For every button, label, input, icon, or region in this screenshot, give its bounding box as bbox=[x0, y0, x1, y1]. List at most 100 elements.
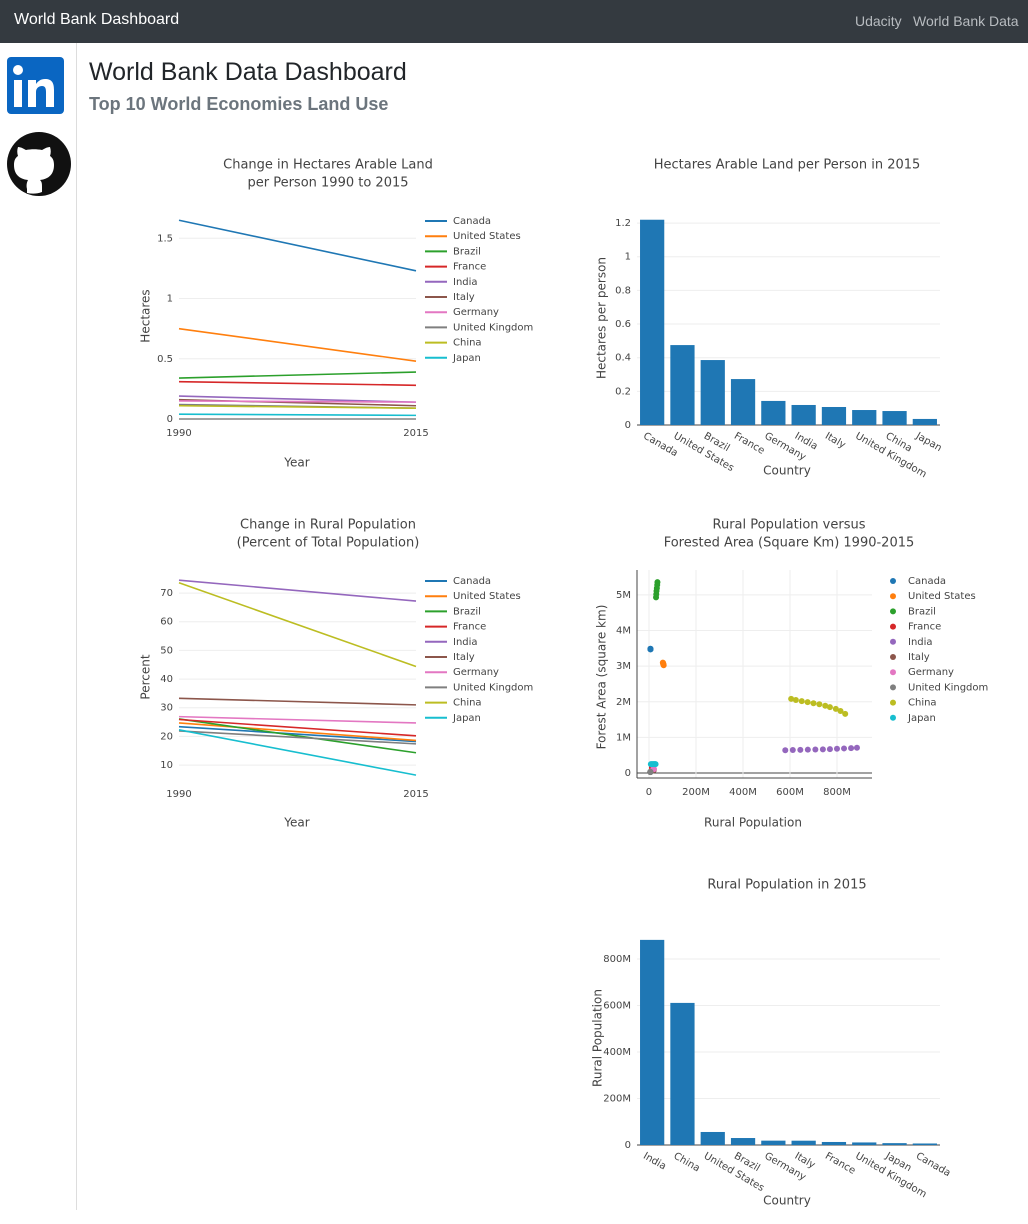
bar bbox=[912, 1143, 937, 1145]
y-axis-label: Hectares per person bbox=[595, 257, 609, 379]
line bbox=[178, 219, 417, 272]
point bbox=[832, 705, 839, 712]
line bbox=[178, 715, 417, 724]
line bbox=[178, 395, 417, 403]
line bbox=[178, 371, 417, 379]
line bbox=[178, 718, 417, 754]
point bbox=[837, 708, 844, 715]
legend-label: Brazil bbox=[908, 606, 936, 617]
legend-label: Canada bbox=[453, 576, 491, 587]
point bbox=[833, 745, 840, 752]
y-tick-label: 2M bbox=[616, 697, 631, 708]
y-tick-label: 40 bbox=[160, 674, 173, 685]
legend-swatch bbox=[890, 699, 896, 706]
bar bbox=[761, 400, 786, 425]
point bbox=[648, 761, 655, 768]
bar bbox=[640, 219, 665, 425]
bar bbox=[791, 1140, 816, 1145]
chart-title: (Percent of Total Population) bbox=[237, 536, 420, 551]
chart-title: Rural Population versus bbox=[713, 518, 866, 533]
y-axis-label: Percent bbox=[139, 654, 153, 699]
point bbox=[647, 768, 654, 775]
point bbox=[649, 764, 656, 771]
nav-link[interactable]: World Bank Data bbox=[913, 13, 1019, 29]
legend-swatch bbox=[890, 608, 896, 615]
legend-label: Germany bbox=[908, 667, 954, 678]
point bbox=[650, 765, 657, 772]
bar bbox=[912, 418, 937, 425]
x-tick-label: United Kingdom bbox=[853, 1151, 928, 1201]
x-tick-label: Italy bbox=[793, 1151, 817, 1171]
legend-label: Japan bbox=[452, 353, 481, 364]
y-tick-label: 30 bbox=[160, 703, 173, 714]
y-tick-label: 5M bbox=[616, 590, 631, 601]
x-axis-label: Country bbox=[763, 1194, 811, 1208]
chart-title: Change in Rural Population bbox=[240, 518, 416, 533]
nav-link[interactable]: Udacity bbox=[855, 13, 902, 29]
bar bbox=[882, 411, 907, 425]
bar bbox=[852, 1142, 877, 1145]
x-tick-label: 800M bbox=[823, 787, 851, 798]
y-axis-label: Hectares bbox=[139, 289, 153, 342]
point bbox=[650, 766, 657, 773]
x-tick-label: 1990 bbox=[166, 789, 191, 800]
brand[interactable]: World Bank Dashboard bbox=[14, 11, 180, 28]
y-tick-label: 0.6 bbox=[615, 319, 631, 330]
point bbox=[841, 745, 848, 752]
point bbox=[650, 766, 657, 773]
point bbox=[649, 761, 656, 768]
page-subtitle: Top 10 World Economies Land Use bbox=[89, 94, 389, 114]
linkedin-icon[interactable] bbox=[7, 57, 64, 114]
x-tick-label: India bbox=[641, 1151, 668, 1173]
y-tick-label: 20 bbox=[160, 731, 173, 742]
point bbox=[651, 761, 658, 768]
x-tick-label: 400M bbox=[729, 787, 757, 798]
bar bbox=[700, 1131, 725, 1145]
github-icon[interactable] bbox=[7, 132, 71, 196]
point bbox=[647, 769, 654, 776]
line bbox=[178, 730, 417, 745]
legend-label: China bbox=[453, 338, 482, 349]
x-tick-label: Brazil bbox=[732, 1151, 762, 1174]
legend-label: France bbox=[453, 622, 486, 633]
legend-label: Canada bbox=[908, 576, 946, 587]
point bbox=[650, 765, 657, 772]
y-tick-label: 3M bbox=[616, 661, 631, 672]
x-tick-label: France bbox=[823, 1151, 857, 1177]
y-tick-label: 800M bbox=[603, 954, 631, 965]
x-tick-label: China bbox=[671, 1151, 701, 1175]
x-axis-label: Country bbox=[763, 464, 811, 478]
legend-swatch bbox=[890, 623, 896, 630]
bar bbox=[670, 345, 695, 425]
chart-title: per Person 1990 to 2015 bbox=[247, 176, 408, 191]
point bbox=[647, 769, 654, 776]
point bbox=[792, 697, 799, 703]
point bbox=[654, 579, 661, 586]
point bbox=[782, 747, 789, 754]
legend-label: United States bbox=[908, 591, 976, 602]
line bbox=[178, 725, 417, 743]
line bbox=[178, 398, 417, 407]
x-tick-label: Germany bbox=[762, 1151, 807, 1184]
line bbox=[178, 413, 417, 417]
legend-label: Italy bbox=[453, 292, 475, 303]
point bbox=[650, 767, 657, 774]
point bbox=[842, 710, 849, 717]
legend-label: United Kingdom bbox=[908, 682, 988, 693]
x-axis-label: Year bbox=[283, 456, 309, 470]
page-title: World Bank Data Dashboard bbox=[89, 58, 407, 86]
x-tick-label: Italy bbox=[823, 431, 847, 451]
point bbox=[649, 764, 656, 771]
point bbox=[647, 646, 654, 653]
x-tick-label: France bbox=[732, 431, 766, 457]
legend-label: Germany bbox=[453, 667, 499, 678]
point bbox=[650, 765, 657, 772]
x-tick-label: Brazil bbox=[702, 431, 732, 454]
point bbox=[650, 766, 657, 773]
point bbox=[822, 702, 829, 709]
y-tick-label: 0 bbox=[625, 1140, 631, 1151]
legend-label: India bbox=[453, 277, 478, 288]
line bbox=[178, 581, 417, 668]
point bbox=[653, 594, 660, 601]
